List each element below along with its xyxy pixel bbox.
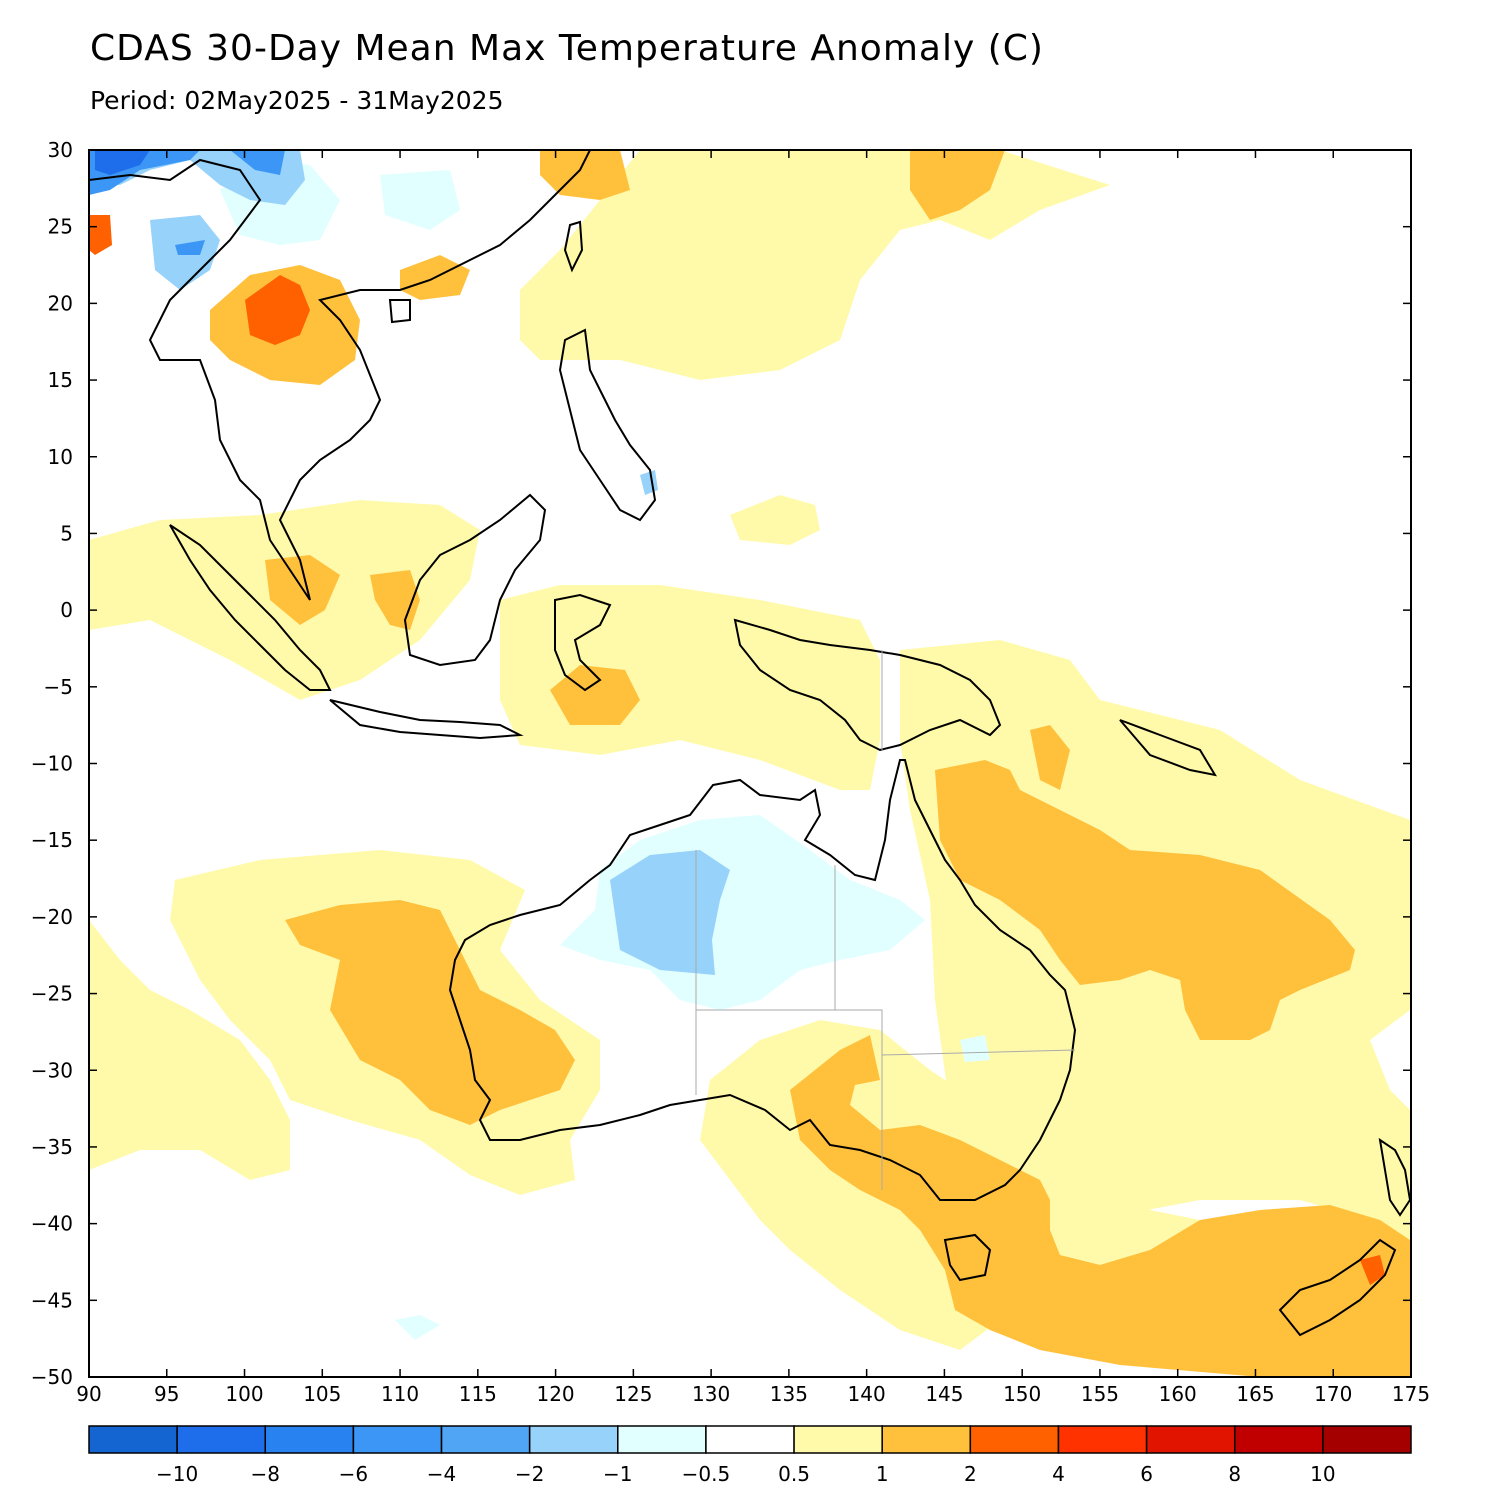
colorbar-swatch bbox=[881, 1425, 972, 1454]
colorbar-swatch bbox=[969, 1425, 1060, 1454]
lon-tick-label: 160 bbox=[1159, 1382, 1197, 1406]
coastlines bbox=[89, 150, 1411, 1337]
colorbar-label: −4 bbox=[427, 1462, 456, 1486]
lon-tick-label: 115 bbox=[459, 1382, 497, 1406]
taiwan-coastline bbox=[563, 220, 584, 273]
colorbar-label: 2 bbox=[964, 1462, 977, 1486]
borneo-coastline bbox=[403, 493, 547, 667]
colorbar-label: 0.5 bbox=[778, 1462, 810, 1486]
lat-tick-label: 10 bbox=[48, 445, 73, 469]
colorbar-swatch bbox=[352, 1425, 443, 1454]
lat-tick-label: 30 bbox=[48, 138, 73, 162]
colorbar-label: 6 bbox=[1140, 1462, 1153, 1486]
lat-tick-label: −10 bbox=[31, 752, 73, 776]
colorbar-label: −2 bbox=[515, 1462, 544, 1486]
colorbar-swatch bbox=[88, 1425, 178, 1454]
chart-subtitle: Period: 02May2025 - 31May2025 bbox=[90, 86, 504, 115]
colorbar-swatch bbox=[705, 1425, 795, 1454]
lon-tick-label: 165 bbox=[1236, 1382, 1274, 1406]
lat-tick-label: 25 bbox=[48, 215, 73, 239]
lat-tick-label: −40 bbox=[31, 1212, 73, 1236]
lon-tick-label: 170 bbox=[1314, 1382, 1352, 1406]
colorbar-label: −0.5 bbox=[682, 1462, 731, 1486]
colorbar-label: 4 bbox=[1052, 1462, 1065, 1486]
philippines-coastline bbox=[558, 328, 657, 522]
colorbar-label: −6 bbox=[339, 1462, 368, 1486]
lat-tick-label: −45 bbox=[31, 1288, 73, 1312]
lat-tick-label: −15 bbox=[31, 828, 73, 852]
anomaly-band-neg6-neg4 bbox=[95, 150, 150, 175]
colorbar-swatch bbox=[1322, 1425, 1412, 1454]
lon-tick-label: 125 bbox=[614, 1382, 652, 1406]
new-guinea-coastline bbox=[733, 618, 1002, 752]
lat-tick-label: −25 bbox=[31, 982, 73, 1006]
lon-tick-label: 150 bbox=[1003, 1382, 1041, 1406]
lat-tick-label: 20 bbox=[48, 291, 73, 315]
java-coastline bbox=[329, 699, 524, 740]
colorbar-swatch bbox=[1233, 1425, 1324, 1454]
colorbar-swatch bbox=[440, 1425, 531, 1454]
lat-tick-label: 0 bbox=[60, 598, 73, 622]
new-zealand-south-coastline bbox=[1278, 1238, 1397, 1337]
lat-tick-label: −35 bbox=[31, 1135, 73, 1159]
lon-tick-label: 120 bbox=[536, 1382, 574, 1406]
colorbar: −10 −8 −6 −4 −2 −1 −0.5 0.5 1 2 4 6 8 10 bbox=[88, 1425, 1412, 1486]
hainan-coastline bbox=[388, 299, 411, 324]
anomaly-band-1-2 bbox=[210, 150, 1410, 1377]
lon-tick-label: 175 bbox=[1392, 1382, 1430, 1406]
lon-tick-label: 135 bbox=[770, 1382, 808, 1406]
tasmania-coastline bbox=[943, 1233, 992, 1282]
colorbar-swatch bbox=[176, 1425, 267, 1454]
lat-tick-label: −30 bbox=[31, 1058, 73, 1082]
anomaly-shading bbox=[89, 150, 1410, 1377]
colorbar-swatch bbox=[1145, 1425, 1236, 1454]
lon-tick-label: 140 bbox=[848, 1382, 886, 1406]
colorbar-label: 8 bbox=[1228, 1462, 1241, 1486]
lat-tick-label: 5 bbox=[60, 521, 73, 545]
lat-tick-label: −50 bbox=[31, 1365, 73, 1389]
colorbar-label: −8 bbox=[251, 1462, 280, 1486]
lon-tick-label: 145 bbox=[925, 1382, 963, 1406]
colorbar-swatch bbox=[793, 1425, 883, 1454]
lat-tick-label: −20 bbox=[31, 905, 73, 929]
lon-tick-label: 155 bbox=[1081, 1382, 1119, 1406]
anomaly-band-2-4 bbox=[89, 215, 1385, 1285]
colorbar-swatch bbox=[617, 1425, 707, 1454]
colorbar-swatch bbox=[1057, 1425, 1148, 1454]
axis-ticks: 90 95 100 105 110 115 120 125 130 135 140 145 150 155… bbox=[31, 138, 1430, 1406]
chart-title: CDAS 30-Day Mean Max Temperature Anomaly… bbox=[90, 28, 1044, 69]
lon-tick-label: 90 bbox=[76, 1382, 101, 1406]
state-borders bbox=[695, 650, 1076, 1190]
lat-tick-label: 15 bbox=[48, 368, 73, 392]
lon-tick-label: 105 bbox=[303, 1382, 341, 1406]
lat-tick-label: −5 bbox=[44, 675, 73, 699]
colorbar-label: 1 bbox=[876, 1462, 889, 1486]
colorbar-swatch bbox=[528, 1425, 619, 1454]
sulawesi-coastline bbox=[554, 593, 612, 692]
mainland-asia-coastline bbox=[89, 150, 591, 601]
sumatra-coastline bbox=[169, 524, 332, 691]
lon-tick-label: 100 bbox=[225, 1382, 263, 1406]
lon-tick-label: 130 bbox=[692, 1382, 730, 1406]
colorbar-label: −1 bbox=[603, 1462, 632, 1486]
colorbar-swatch bbox=[264, 1425, 355, 1454]
new-zealand-north-coastline bbox=[1378, 1137, 1411, 1217]
solomon-islands-coastline bbox=[1119, 719, 1218, 777]
lon-tick-label: 95 bbox=[154, 1382, 179, 1406]
lon-tick-label: 110 bbox=[381, 1382, 419, 1406]
colorbar-label: 10 bbox=[1310, 1462, 1335, 1486]
australia-coastline bbox=[448, 759, 1077, 1201]
colorbar-label: −10 bbox=[156, 1462, 198, 1486]
